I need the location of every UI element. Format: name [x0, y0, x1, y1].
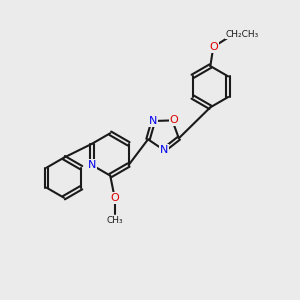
Text: N: N: [160, 145, 168, 155]
Text: O: O: [110, 193, 119, 203]
Text: CH₃: CH₃: [107, 216, 124, 225]
Text: O: O: [169, 116, 178, 125]
Text: N: N: [149, 116, 158, 126]
Text: N: N: [88, 160, 96, 170]
Text: CH₂CH₃: CH₂CH₃: [226, 30, 259, 39]
Text: O: O: [209, 42, 218, 52]
